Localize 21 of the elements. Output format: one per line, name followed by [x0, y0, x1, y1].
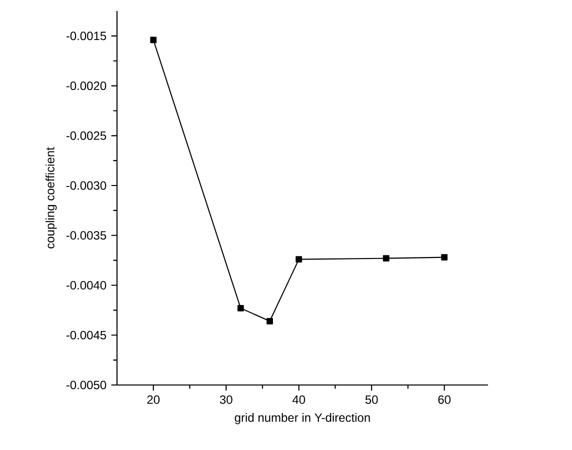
- point: [296, 256, 302, 263]
- x-tick-label: 30: [220, 395, 232, 404]
- y-tick-label: -0.0035: [66, 231, 106, 240]
- y-tick-label: -0.0045: [66, 330, 106, 340]
- point: [441, 254, 448, 261]
- x-tick-label: 50: [365, 395, 378, 404]
- point: [382, 255, 390, 262]
- x-tick-label: 20: [147, 395, 160, 404]
- y-tick-label: -0.0050: [66, 380, 106, 390]
- y-tick-label: -0.0030: [66, 181, 106, 190]
- x-tick-label: 40: [292, 395, 306, 404]
- x-axis-title: grid number in Y-direction: [234, 413, 370, 424]
- y-tick-label: -0.0020: [66, 82, 106, 90]
- y-axis-title: coupling coefficient: [46, 147, 57, 248]
- y-tick-label: -0.0015: [66, 32, 106, 40]
- point: [150, 36, 157, 44]
- point: [237, 304, 244, 312]
- y-tick-label: -0.0025: [66, 131, 106, 140]
- x-tick-label: 60: [438, 395, 451, 404]
- point: [266, 318, 273, 324]
- y-tick-label: -0.0040: [66, 281, 106, 290]
